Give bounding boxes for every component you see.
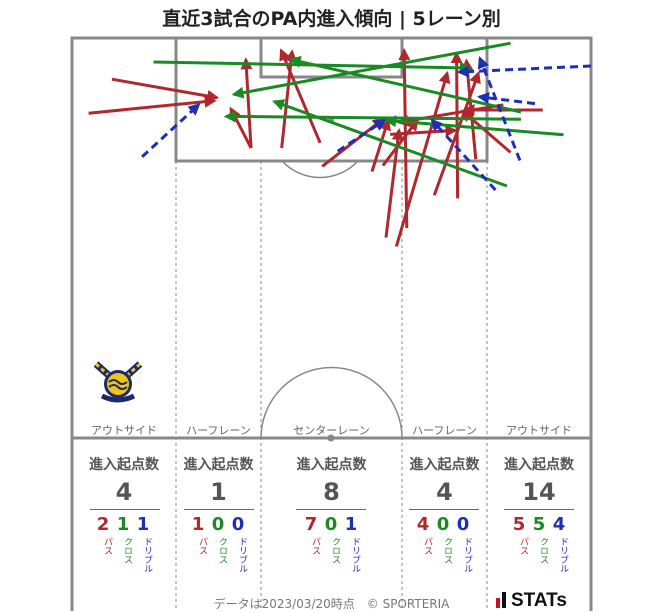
pass-entry-arrow (398, 48, 411, 229)
pass-label: パス (422, 537, 432, 555)
stats-logo-text: STATs (511, 590, 567, 611)
footer-credit: データは2023/03/20時点 © SPORTERIA (213, 597, 450, 611)
stats-logo: STATs (496, 590, 567, 612)
dribble-label: ドリブル (237, 537, 247, 573)
pass-entry-arrow (390, 125, 458, 137)
club-emblem (93, 361, 143, 403)
pass-entry-arrow (384, 128, 404, 238)
pass-label: パス (102, 537, 112, 555)
cross-count: 0 (324, 514, 338, 535)
pass-count: 4 (416, 514, 430, 535)
pass-label: パス (197, 537, 207, 555)
pass-label: パス (518, 537, 528, 555)
dribble-count: 4 (552, 514, 566, 535)
pass-entry-arrow (280, 49, 297, 149)
divider (184, 509, 254, 510)
chart-title: 直近3試合のPA内進入傾向 | 5レーン別 (162, 8, 501, 30)
cross-count: 5 (532, 514, 546, 535)
lane-label-half-right: ハーフレーン (412, 424, 477, 437)
dribble-label: ドリブル (142, 537, 152, 573)
dribble-count: 1 (136, 514, 150, 535)
lane-header: 進入起点数 (296, 457, 367, 473)
divider (90, 509, 160, 510)
pass-entry-arrow (240, 57, 253, 149)
dribble-count: 0 (231, 514, 245, 535)
cross-label: クロス (538, 537, 548, 564)
lane-label-half-left: ハーフレーン (186, 424, 251, 437)
divider (296, 509, 366, 510)
cross-count: 0 (436, 514, 450, 535)
lane-header: 進入起点数 (183, 457, 254, 473)
lane-total: 4 (436, 478, 453, 506)
cross-entry-arrow (384, 115, 564, 137)
lane-total: 1 (210, 478, 227, 506)
lane-total: 4 (115, 478, 133, 506)
entry-arrows (88, 41, 592, 247)
center-spot (327, 434, 335, 442)
pass-label: パス (310, 537, 320, 555)
cross-count: 0 (211, 514, 225, 535)
cross-label: クロス (217, 537, 227, 564)
cross-label: クロス (330, 537, 340, 564)
lane-header: 進入起点数 (504, 457, 574, 473)
lane-label-out-left: アウトサイド (91, 424, 157, 437)
dribble-entry-arrow (477, 56, 522, 161)
dribble-count: 0 (456, 514, 470, 535)
lane-label-out-right: アウトサイド (506, 424, 572, 437)
cross-count: 1 (116, 514, 130, 535)
lane-label-center: センターレーン (293, 424, 370, 437)
cross-label: クロス (442, 537, 452, 564)
dribble-label: ドリブル (462, 537, 472, 573)
dribble-entry-arrow (456, 64, 592, 78)
cross-entry-arrow (231, 41, 511, 99)
dribble-entry-arrow (336, 119, 387, 153)
pass-entry-arrow (381, 118, 419, 167)
divider (504, 509, 574, 510)
dribble-label: ドリブル (350, 537, 360, 573)
cross-label: クロス (122, 537, 132, 564)
dribble-label: ドリブル (558, 537, 568, 573)
lane-header: 進入起点数 (409, 457, 480, 473)
pass-count: 7 (304, 514, 318, 535)
pass-entry-arrow (111, 77, 220, 102)
dribble-entry-arrow (141, 103, 201, 158)
pass-count: 1 (191, 514, 205, 535)
lane-total: 8 (323, 478, 340, 506)
stats-logo-icon (496, 592, 506, 608)
dribble-entry-arrow (430, 118, 497, 192)
pass-count: 5 (512, 514, 526, 535)
pass-entry-arrow (394, 70, 451, 247)
dribble-count: 1 (344, 514, 358, 535)
lane-total: 14 (522, 478, 556, 506)
dribble-entry-arrow (477, 92, 536, 106)
pass-entry-arrow (88, 95, 217, 115)
divider (409, 509, 479, 510)
cross-entry-arrow (272, 99, 508, 188)
pass-count: 2 (96, 514, 110, 535)
cross-entry-arrow (223, 110, 521, 123)
lane-header: 進入起点数 (89, 457, 159, 473)
